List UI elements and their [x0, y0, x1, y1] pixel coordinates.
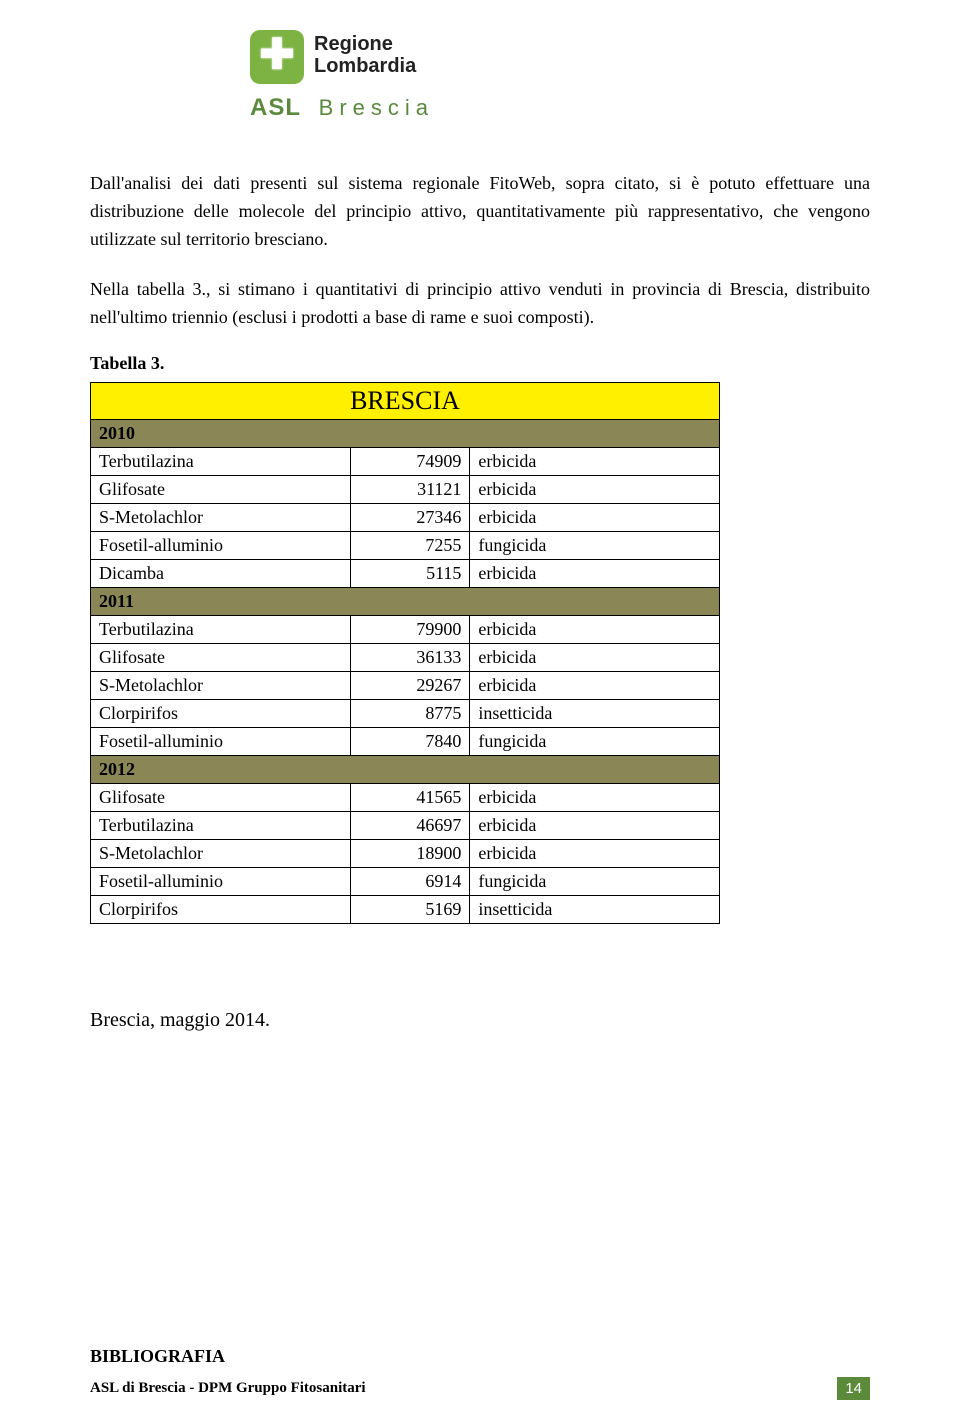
- quantity-cell: 8775: [350, 700, 470, 728]
- type-cell: erbicida: [470, 644, 720, 672]
- substance-cell: S-Metolachlor: [91, 672, 351, 700]
- type-cell: erbicida: [470, 784, 720, 812]
- table-row: Fosetil-alluminio7255fungicida: [91, 532, 720, 560]
- quantity-cell: 74909: [350, 448, 470, 476]
- region-line1: Regione: [314, 33, 416, 55]
- table-label: Tabella 3.: [90, 353, 870, 374]
- year-cell: 2012: [91, 756, 720, 784]
- type-cell: erbicida: [470, 812, 720, 840]
- paragraph-2: Nella tabella 3., si stimano i quantitat…: [90, 276, 870, 332]
- substance-cell: Glifosate: [91, 476, 351, 504]
- table-row: Fosetil-alluminio6914fungicida: [91, 868, 720, 896]
- bibliography-heading: BIBLIOGRAFIA: [90, 1346, 225, 1367]
- quantity-cell: 7840: [350, 728, 470, 756]
- region-line2: Lombardia: [314, 55, 416, 77]
- table-row: Clorpirifos5169insetticida: [91, 896, 720, 924]
- table-row: Glifosate41565erbicida: [91, 784, 720, 812]
- year-row: 2012: [91, 756, 720, 784]
- table-title-cell: BRESCIA: [91, 383, 720, 420]
- type-cell: insetticida: [470, 896, 720, 924]
- substance-cell: Dicamba: [91, 560, 351, 588]
- table-row: S-Metolachlor18900erbicida: [91, 840, 720, 868]
- type-cell: erbicida: [470, 448, 720, 476]
- year-cell: 2010: [91, 420, 720, 448]
- header-logo-block: Regione Lombardia: [250, 30, 870, 84]
- table-title-row: BRESCIA: [91, 383, 720, 420]
- substance-cell: Fosetil-alluminio: [91, 532, 351, 560]
- asl-city: Brescia: [319, 95, 434, 120]
- table-row: Dicamba5115erbicida: [91, 560, 720, 588]
- type-cell: fungicida: [470, 868, 720, 896]
- type-cell: erbicida: [470, 672, 720, 700]
- quantity-cell: 79900: [350, 616, 470, 644]
- substance-cell: Fosetil-alluminio: [91, 868, 351, 896]
- quantity-cell: 36133: [350, 644, 470, 672]
- table-row: Terbutilazina74909erbicida: [91, 448, 720, 476]
- substance-cell: Fosetil-alluminio: [91, 728, 351, 756]
- substance-cell: S-Metolachlor: [91, 504, 351, 532]
- quantity-cell: 41565: [350, 784, 470, 812]
- type-cell: erbicida: [470, 616, 720, 644]
- quantity-cell: 6914: [350, 868, 470, 896]
- quantity-cell: 29267: [350, 672, 470, 700]
- quantity-cell: 5115: [350, 560, 470, 588]
- lombardia-logo-icon: [250, 30, 304, 84]
- type-cell: erbicida: [470, 504, 720, 532]
- paragraph-1: Dall'analisi dei dati presenti sul siste…: [90, 170, 870, 254]
- year-cell: 2011: [91, 588, 720, 616]
- type-cell: erbicida: [470, 560, 720, 588]
- quantity-cell: 31121: [350, 476, 470, 504]
- table-row: Glifosate31121erbicida: [91, 476, 720, 504]
- type-cell: fungicida: [470, 728, 720, 756]
- substance-cell: Terbutilazina: [91, 812, 351, 840]
- year-row: 2010: [91, 420, 720, 448]
- substance-cell: S-Metolachlor: [91, 840, 351, 868]
- quantity-cell: 18900: [350, 840, 470, 868]
- type-cell: insetticida: [470, 700, 720, 728]
- quantity-cell: 5169: [350, 896, 470, 924]
- asl-bold: ASL: [250, 94, 301, 121]
- quantity-cell: 46697: [350, 812, 470, 840]
- table-row: Glifosate36133erbicida: [91, 644, 720, 672]
- substance-cell: Terbutilazina: [91, 448, 351, 476]
- table-row: S-Metolachlor29267erbicida: [91, 672, 720, 700]
- table-row: Clorpirifos8775insetticida: [91, 700, 720, 728]
- asl-subtitle: ASL Brescia: [250, 94, 870, 122]
- substance-cell: Clorpirifos: [91, 896, 351, 924]
- page-footer: ASL di Brescia - DPM Gruppo Fitosanitari…: [90, 1377, 870, 1400]
- type-cell: erbicida: [470, 840, 720, 868]
- substance-cell: Glifosate: [91, 784, 351, 812]
- table-row: Terbutilazina79900erbicida: [91, 616, 720, 644]
- substance-cell: Glifosate: [91, 644, 351, 672]
- logo-text: Regione Lombardia: [314, 30, 416, 77]
- type-cell: erbicida: [470, 476, 720, 504]
- type-cell: fungicida: [470, 532, 720, 560]
- footer-text: ASL di Brescia - DPM Gruppo Fitosanitari: [90, 1380, 366, 1397]
- year-row: 2011: [91, 588, 720, 616]
- quantity-cell: 7255: [350, 532, 470, 560]
- data-table: BRESCIA2010Terbutilazina74909erbicidaGli…: [90, 382, 720, 924]
- quantity-cell: 27346: [350, 504, 470, 532]
- table-row: Terbutilazina46697erbicida: [91, 812, 720, 840]
- substance-cell: Clorpirifos: [91, 700, 351, 728]
- page-number-badge: 14: [837, 1377, 870, 1400]
- table-row: S-Metolachlor27346erbicida: [91, 504, 720, 532]
- table-row: Fosetil-alluminio7840fungicida: [91, 728, 720, 756]
- closing-text: Brescia, maggio 2014.: [90, 1009, 870, 1032]
- substance-cell: Terbutilazina: [91, 616, 351, 644]
